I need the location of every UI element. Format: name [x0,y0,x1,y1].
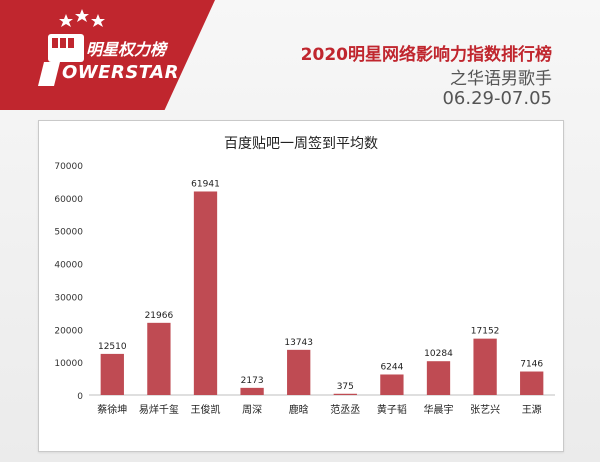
bar [100,353,124,395]
bar [520,371,544,395]
date-range: 06.29-07.05 [442,88,552,109]
bar [147,322,171,395]
fist-logo-icon [38,34,84,86]
star-icon [75,9,89,22]
bar [193,191,218,395]
star-icon [91,14,105,27]
x-tick-label: 黄子韬 [377,403,407,416]
data-label: 375 [337,382,354,392]
y-tick-label: 50000 [54,228,83,238]
x-tick-label: 周深 [242,404,262,416]
chart-title: 百度贴吧一周签到平均数 [224,136,378,152]
bar [333,393,357,395]
x-tick-label: 鹿晗 [289,403,309,416]
data-label: 17152 [471,327,500,337]
y-tick-label: 10000 [54,359,83,369]
y-tick-label: 20000 [54,326,83,336]
bar [426,361,451,395]
logo-english-text: OWERSTAR [62,62,179,83]
bar-chart: 0 10000 20000 30000 40000 50000 60000 70000 1251… [54,162,555,416]
page-title: 2020明星网络影响力指数排行榜 [300,45,552,65]
x-tick-label: 范丞丞 [330,403,360,416]
data-label: 13743 [284,338,313,348]
x-tick-label: 王俊凯 [191,403,221,416]
data-label: 10284 [424,349,453,359]
bar [287,349,311,395]
x-tick-label: 王源 [522,403,542,416]
x-tick-label: 张艺兴 [470,404,500,416]
data-label: 7146 [520,360,543,370]
x-tick-label: 华晨宇 [424,403,454,416]
data-label: 21966 [145,311,174,321]
x-tick-label: 蔡徐坤 [97,403,127,416]
data-label: 12510 [98,342,127,352]
y-tick-label: 60000 [54,195,83,205]
page-subtitle: 之华语男歌手 [450,69,552,89]
x-tick-label: 易烊千玺 [139,403,179,416]
y-tick-label: 70000 [54,162,83,172]
bar [473,338,497,395]
header-banner [0,0,215,110]
star-icon [59,14,73,27]
data-label: 6244 [380,362,403,372]
y-tick-label: 30000 [54,293,83,303]
data-label: 2173 [241,376,264,386]
data-label: 61941 [191,179,220,189]
bar [380,374,404,395]
y-tick-label: 0 [77,392,83,402]
y-tick-label: 40000 [54,261,83,271]
bar [240,387,264,395]
star-icons [59,9,105,27]
chart-panel: 百度贴吧一周签到平均数 0 10000 20000 30000 40000 50000 60… [38,120,564,452]
logo-chinese-text: 明星权力榜 [86,40,167,59]
